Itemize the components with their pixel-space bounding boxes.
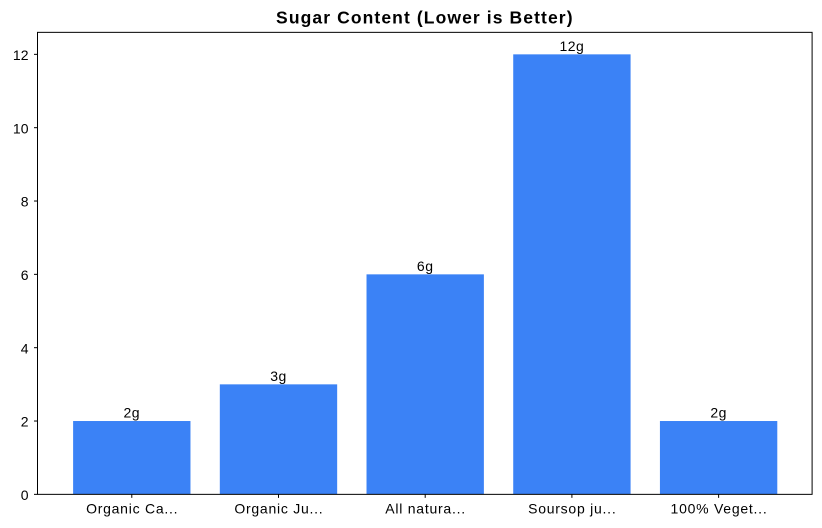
svg-text:6: 6: [21, 267, 29, 283]
svg-text:0: 0: [21, 487, 29, 503]
svg-text:12: 12: [13, 47, 29, 63]
svg-text:Soursop ju...: Soursop ju...: [528, 501, 616, 517]
svg-text:8: 8: [21, 194, 29, 210]
svg-text:10: 10: [13, 120, 29, 136]
svg-text:2g: 2g: [124, 405, 141, 421]
svg-text:12g: 12g: [559, 38, 584, 54]
svg-text:3g: 3g: [270, 368, 287, 384]
svg-text:Organic Ca...: Organic Ca...: [86, 501, 178, 517]
svg-text:Sugar Content (Lower is Better: Sugar Content (Lower is Better): [276, 8, 574, 28]
svg-text:4: 4: [21, 340, 29, 356]
svg-text:100% Veget...: 100% Veget...: [671, 501, 768, 517]
svg-text:Organic Ju...: Organic Ju...: [234, 501, 323, 517]
svg-text:6g: 6g: [417, 258, 434, 274]
svg-text:2: 2: [21, 414, 29, 430]
svg-text:All natura...: All natura...: [385, 501, 466, 517]
svg-text:2g: 2g: [710, 405, 727, 421]
